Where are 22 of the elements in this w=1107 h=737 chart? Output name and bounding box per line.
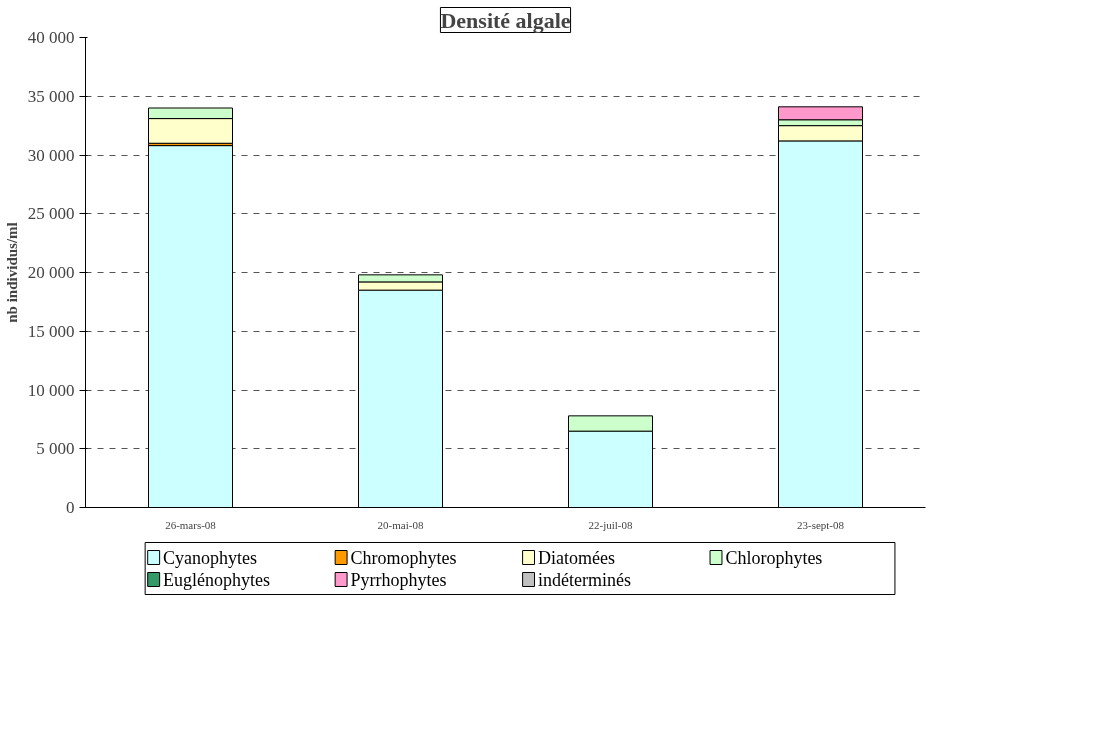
legend-label: Diatomées bbox=[537, 547, 615, 568]
y-tick-label: 15 000 bbox=[27, 321, 75, 341]
y-tick-label: 10 000 bbox=[27, 380, 75, 400]
y-tick-label: 25 000 bbox=[27, 204, 75, 224]
x-tick-label: 26-mars-08 bbox=[165, 518, 217, 531]
y-tick-label: 30 000 bbox=[27, 145, 75, 165]
legend-label: Pyrrhophytes bbox=[350, 569, 447, 590]
x-tick-label: 22-juil-08 bbox=[588, 518, 633, 531]
x-tick-label: 23-sept-08 bbox=[796, 518, 845, 531]
legend-label: Chlorophytes bbox=[725, 547, 823, 568]
legend-label: indéterminés bbox=[537, 569, 631, 590]
y-tick-label: 35 000 bbox=[27, 86, 75, 106]
legend-label: Chromophytes bbox=[350, 547, 457, 568]
y-tick-label: 0 bbox=[66, 498, 75, 517]
y-tick-label: 5 000 bbox=[36, 439, 75, 459]
y-tick-label: 20 000 bbox=[27, 263, 75, 282]
y-tick-label: 40 000 bbox=[27, 28, 75, 47]
y-axis-title: nb individus/ml bbox=[3, 222, 20, 323]
legend-label: Cyanophytes bbox=[163, 547, 258, 568]
legend-label: Euglénophytes bbox=[163, 569, 271, 590]
chart-title: Densité algale bbox=[440, 7, 571, 33]
x-tick-label: 20-mai-08 bbox=[377, 518, 424, 531]
